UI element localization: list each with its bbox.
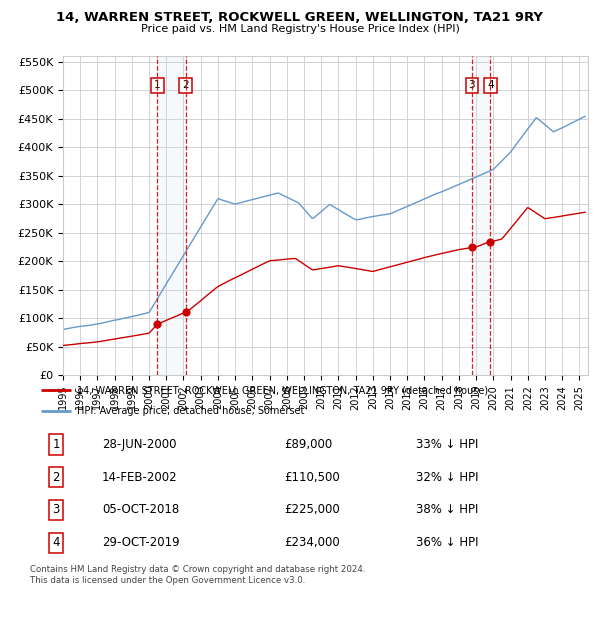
Text: £225,000: £225,000 — [284, 503, 340, 516]
Text: 14, WARREN STREET, ROCKWELL GREEN, WELLINGTON, TA21 9RY (detached house): 14, WARREN STREET, ROCKWELL GREEN, WELLI… — [77, 385, 488, 395]
Text: 38% ↓ HPI: 38% ↓ HPI — [416, 503, 479, 516]
Text: 4: 4 — [52, 536, 59, 549]
Text: 33% ↓ HPI: 33% ↓ HPI — [416, 438, 479, 451]
Bar — [472, 56, 490, 375]
Text: 28-JUN-2000: 28-JUN-2000 — [102, 438, 176, 451]
Point — [152, 319, 162, 329]
Text: 2: 2 — [52, 471, 59, 484]
Text: 3: 3 — [52, 503, 59, 516]
Text: 1: 1 — [154, 81, 161, 91]
Text: 29-OCT-2019: 29-OCT-2019 — [102, 536, 179, 549]
Text: HPI: Average price, detached house, Somerset: HPI: Average price, detached house, Some… — [77, 406, 304, 416]
Text: 14, WARREN STREET, ROCKWELL GREEN, WELLINGTON, TA21 9RY: 14, WARREN STREET, ROCKWELL GREEN, WELLI… — [56, 11, 544, 24]
Text: 05-OCT-2018: 05-OCT-2018 — [102, 503, 179, 516]
Text: 36% ↓ HPI: 36% ↓ HPI — [416, 536, 479, 549]
Point — [181, 307, 190, 317]
Point — [467, 242, 477, 252]
Text: Price paid vs. HM Land Registry's House Price Index (HPI): Price paid vs. HM Land Registry's House … — [140, 24, 460, 33]
Point — [485, 237, 495, 247]
Text: £234,000: £234,000 — [284, 536, 340, 549]
Text: 4: 4 — [487, 81, 494, 91]
Text: 3: 3 — [469, 81, 475, 91]
Text: 1: 1 — [52, 438, 59, 451]
Text: 14-FEB-2002: 14-FEB-2002 — [102, 471, 178, 484]
Text: 2: 2 — [182, 81, 189, 91]
Bar — [157, 56, 185, 375]
Text: 32% ↓ HPI: 32% ↓ HPI — [416, 471, 479, 484]
Text: Contains HM Land Registry data © Crown copyright and database right 2024.
This d: Contains HM Land Registry data © Crown c… — [30, 565, 365, 585]
Text: £89,000: £89,000 — [284, 438, 332, 451]
Text: £110,500: £110,500 — [284, 471, 340, 484]
